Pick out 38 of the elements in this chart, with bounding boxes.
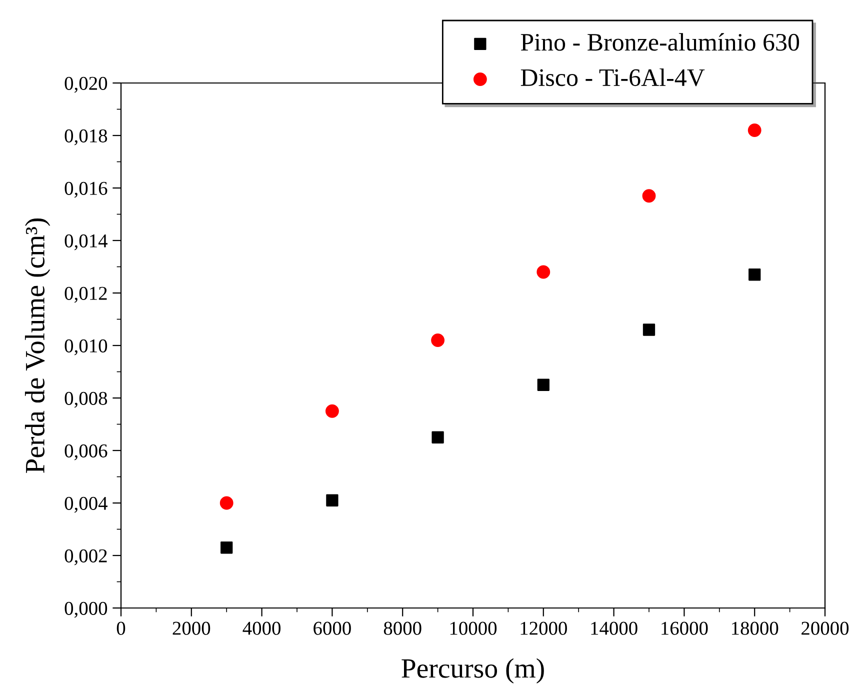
- point: [220, 496, 234, 510]
- x-tick-label: 18000: [732, 622, 778, 635]
- point: [642, 324, 656, 336]
- x-tick-label: 10000: [450, 622, 497, 635]
- x-tick-label: 0: [116, 622, 126, 635]
- point: [220, 542, 233, 554]
- point: [431, 334, 445, 347]
- x-tick-label: 12000: [520, 622, 567, 635]
- y-tick-label: 0,012: [64, 286, 107, 303]
- x-tick-label: 20000: [802, 622, 849, 635]
- point: [537, 378, 550, 391]
- y-axis-title: Perda de Volume (cm³): [24, 218, 50, 473]
- y-tick-label: 0,006: [64, 444, 108, 460]
- y-tick-label: 0,018: [64, 129, 108, 146]
- legend-label: Disco - Ti-6Al-4V: [520, 68, 705, 86]
- y-tick-label: 0,020: [64, 76, 108, 93]
- point: [536, 265, 550, 279]
- legend-label: Pino - Bronze-alumínio 630: [520, 33, 800, 51]
- point: [748, 268, 761, 281]
- x-tick-label: 4000: [242, 622, 281, 635]
- x-tick-label: 14000: [591, 622, 638, 635]
- point: [326, 494, 338, 506]
- point: [748, 124, 762, 137]
- x-tick-label: 6000: [314, 622, 351, 635]
- x-axis-title: Percurso (m): [402, 658, 544, 684]
- x-tick-label: 8000: [384, 622, 422, 635]
- y-tick-label: 0,016: [64, 182, 108, 198]
- y-tick-label: 0,000: [64, 602, 108, 618]
- point: [325, 404, 339, 418]
- y-tick-label: 0,010: [64, 339, 108, 356]
- y-tick-label: 0,004: [64, 496, 108, 513]
- y-tick-label: 0,008: [64, 392, 108, 408]
- point: [432, 431, 444, 444]
- y-tick-label: 0,014: [64, 234, 108, 250]
- point: [642, 189, 656, 203]
- x-tick-label: 16000: [662, 622, 708, 635]
- y-tick-label: 0,002: [64, 549, 107, 566]
- x-tick-label: 2000: [172, 622, 210, 635]
